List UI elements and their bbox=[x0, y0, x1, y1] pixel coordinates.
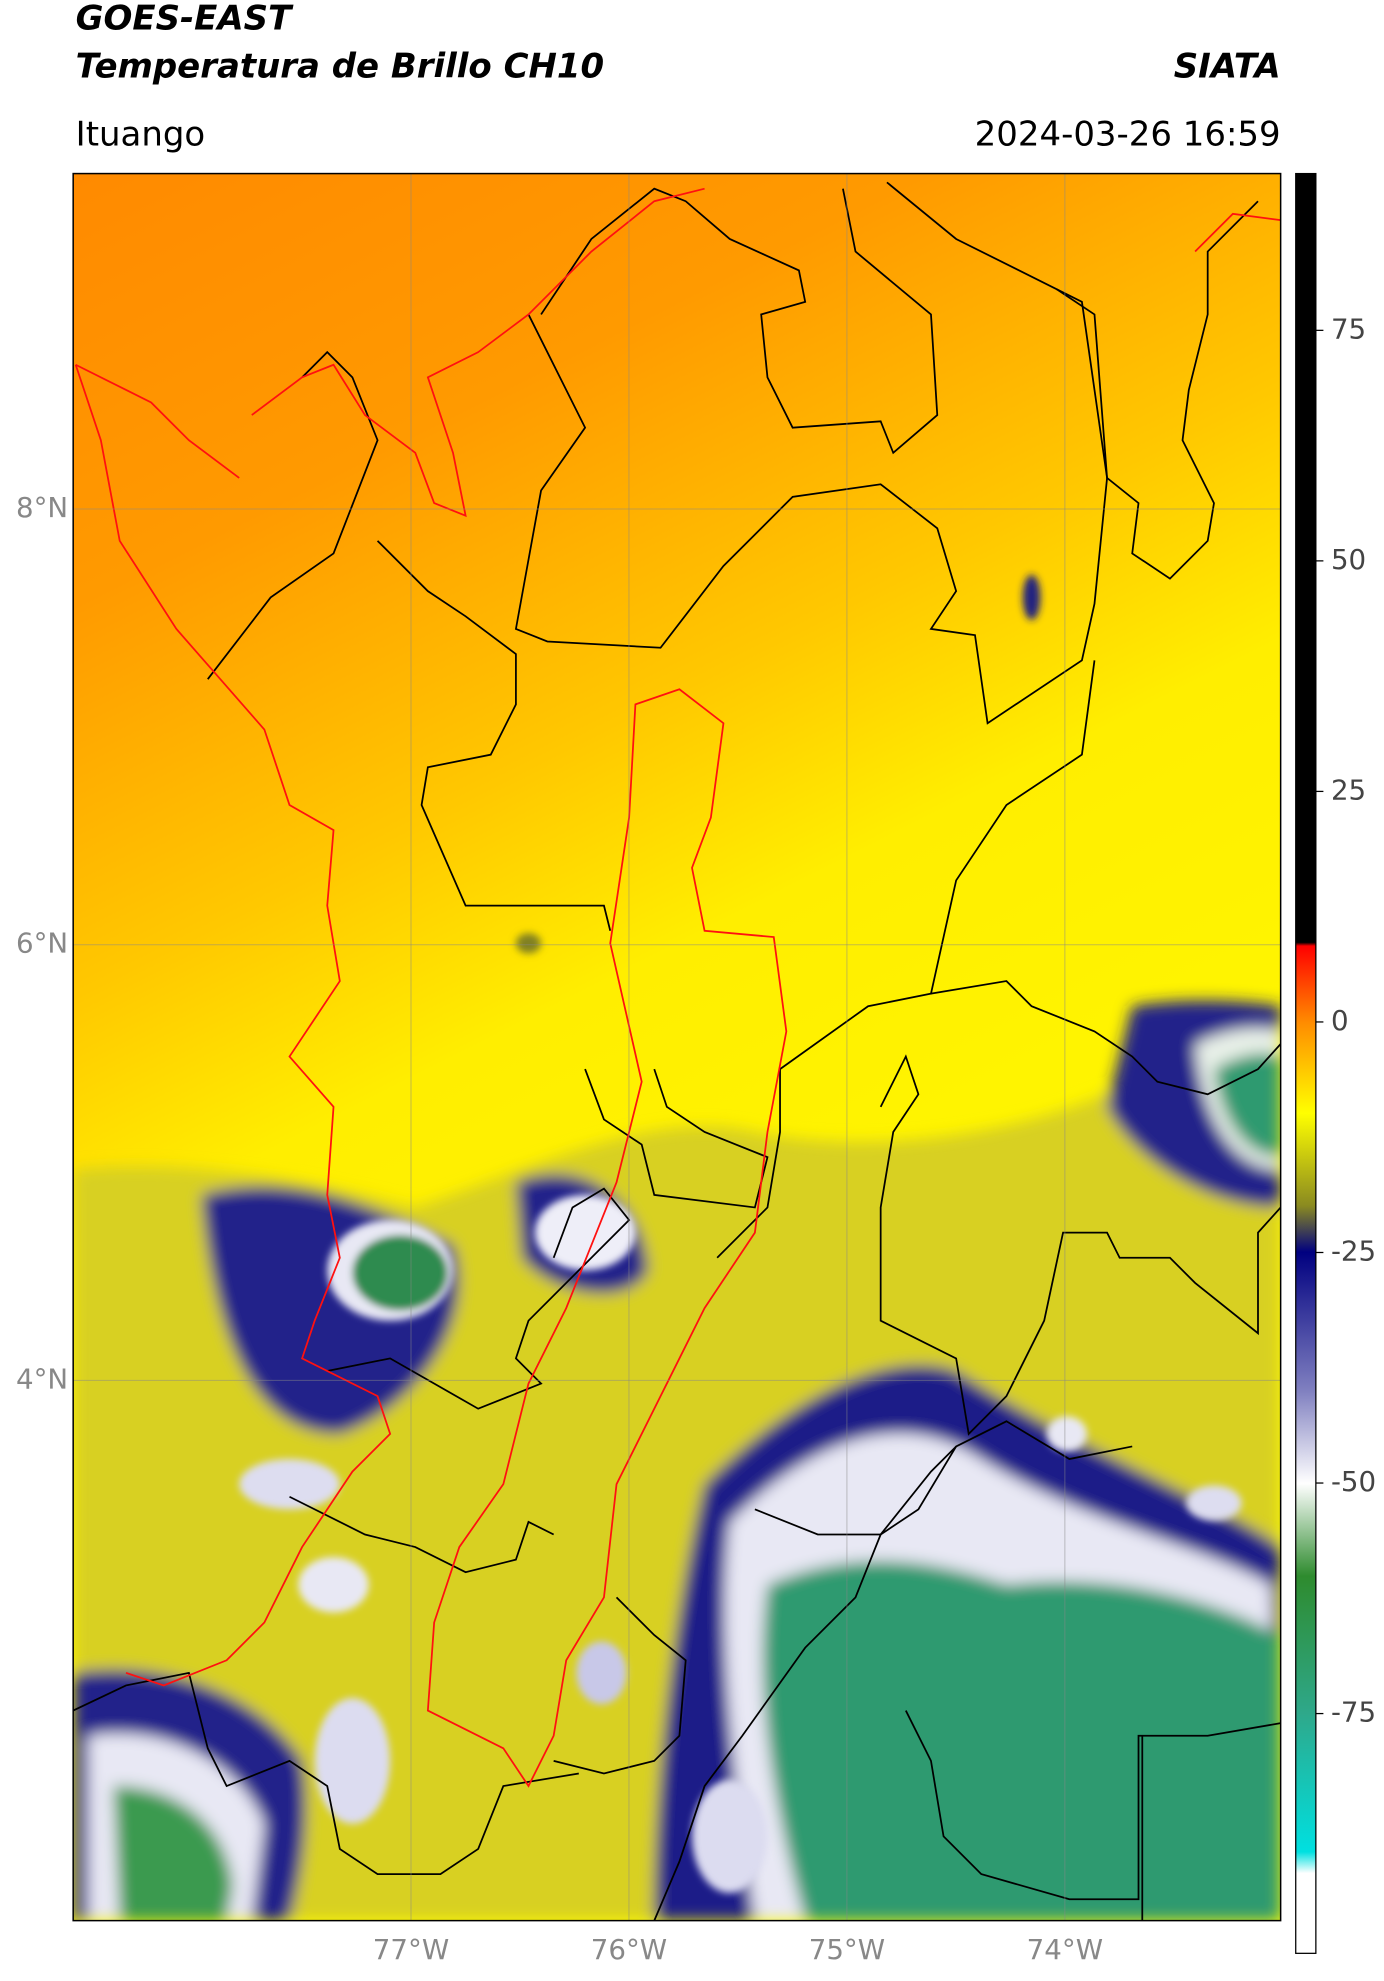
satellite: GOES-EAST bbox=[76, 0, 294, 39]
lon-tick-label: 77°W bbox=[373, 1933, 449, 1966]
region: Ituango bbox=[76, 114, 206, 154]
source: SIATA bbox=[1174, 46, 1281, 86]
product: Temperatura de Brillo CH10 bbox=[76, 46, 604, 86]
datetime: 2024-03-26 16:59 bbox=[975, 114, 1281, 154]
lat-tick-label: 4°N bbox=[16, 1362, 68, 1395]
basin-and-coast bbox=[74, 187, 1281, 1788]
colorbar-tick-label: 25 bbox=[1331, 773, 1366, 806]
graticule bbox=[73, 173, 1281, 1921]
lon-tick-label: 76°W bbox=[591, 1933, 667, 1966]
map-frame bbox=[72, 172, 1282, 1922]
lon-tick-label: 75°W bbox=[809, 1933, 885, 1966]
field bbox=[73, 173, 1281, 1921]
colorbar-tick-label: -75 bbox=[1331, 1696, 1376, 1729]
colorbar-tick-label: 75 bbox=[1331, 312, 1366, 345]
colorbar-tick-label: -50 bbox=[1331, 1465, 1376, 1498]
lat-tick-label: 6°N bbox=[16, 927, 68, 960]
colorbar-tick-label: -25 bbox=[1331, 1234, 1376, 1267]
lat-tick-label: 8°N bbox=[16, 491, 68, 524]
admin-borders bbox=[73, 181, 1281, 1921]
colorbar-tick-label: 0 bbox=[1331, 1004, 1349, 1037]
lon-tick-label: 74°W bbox=[1027, 1933, 1103, 1966]
colorbar-tick-label: 50 bbox=[1331, 543, 1366, 576]
colorbar bbox=[1295, 172, 1317, 1954]
